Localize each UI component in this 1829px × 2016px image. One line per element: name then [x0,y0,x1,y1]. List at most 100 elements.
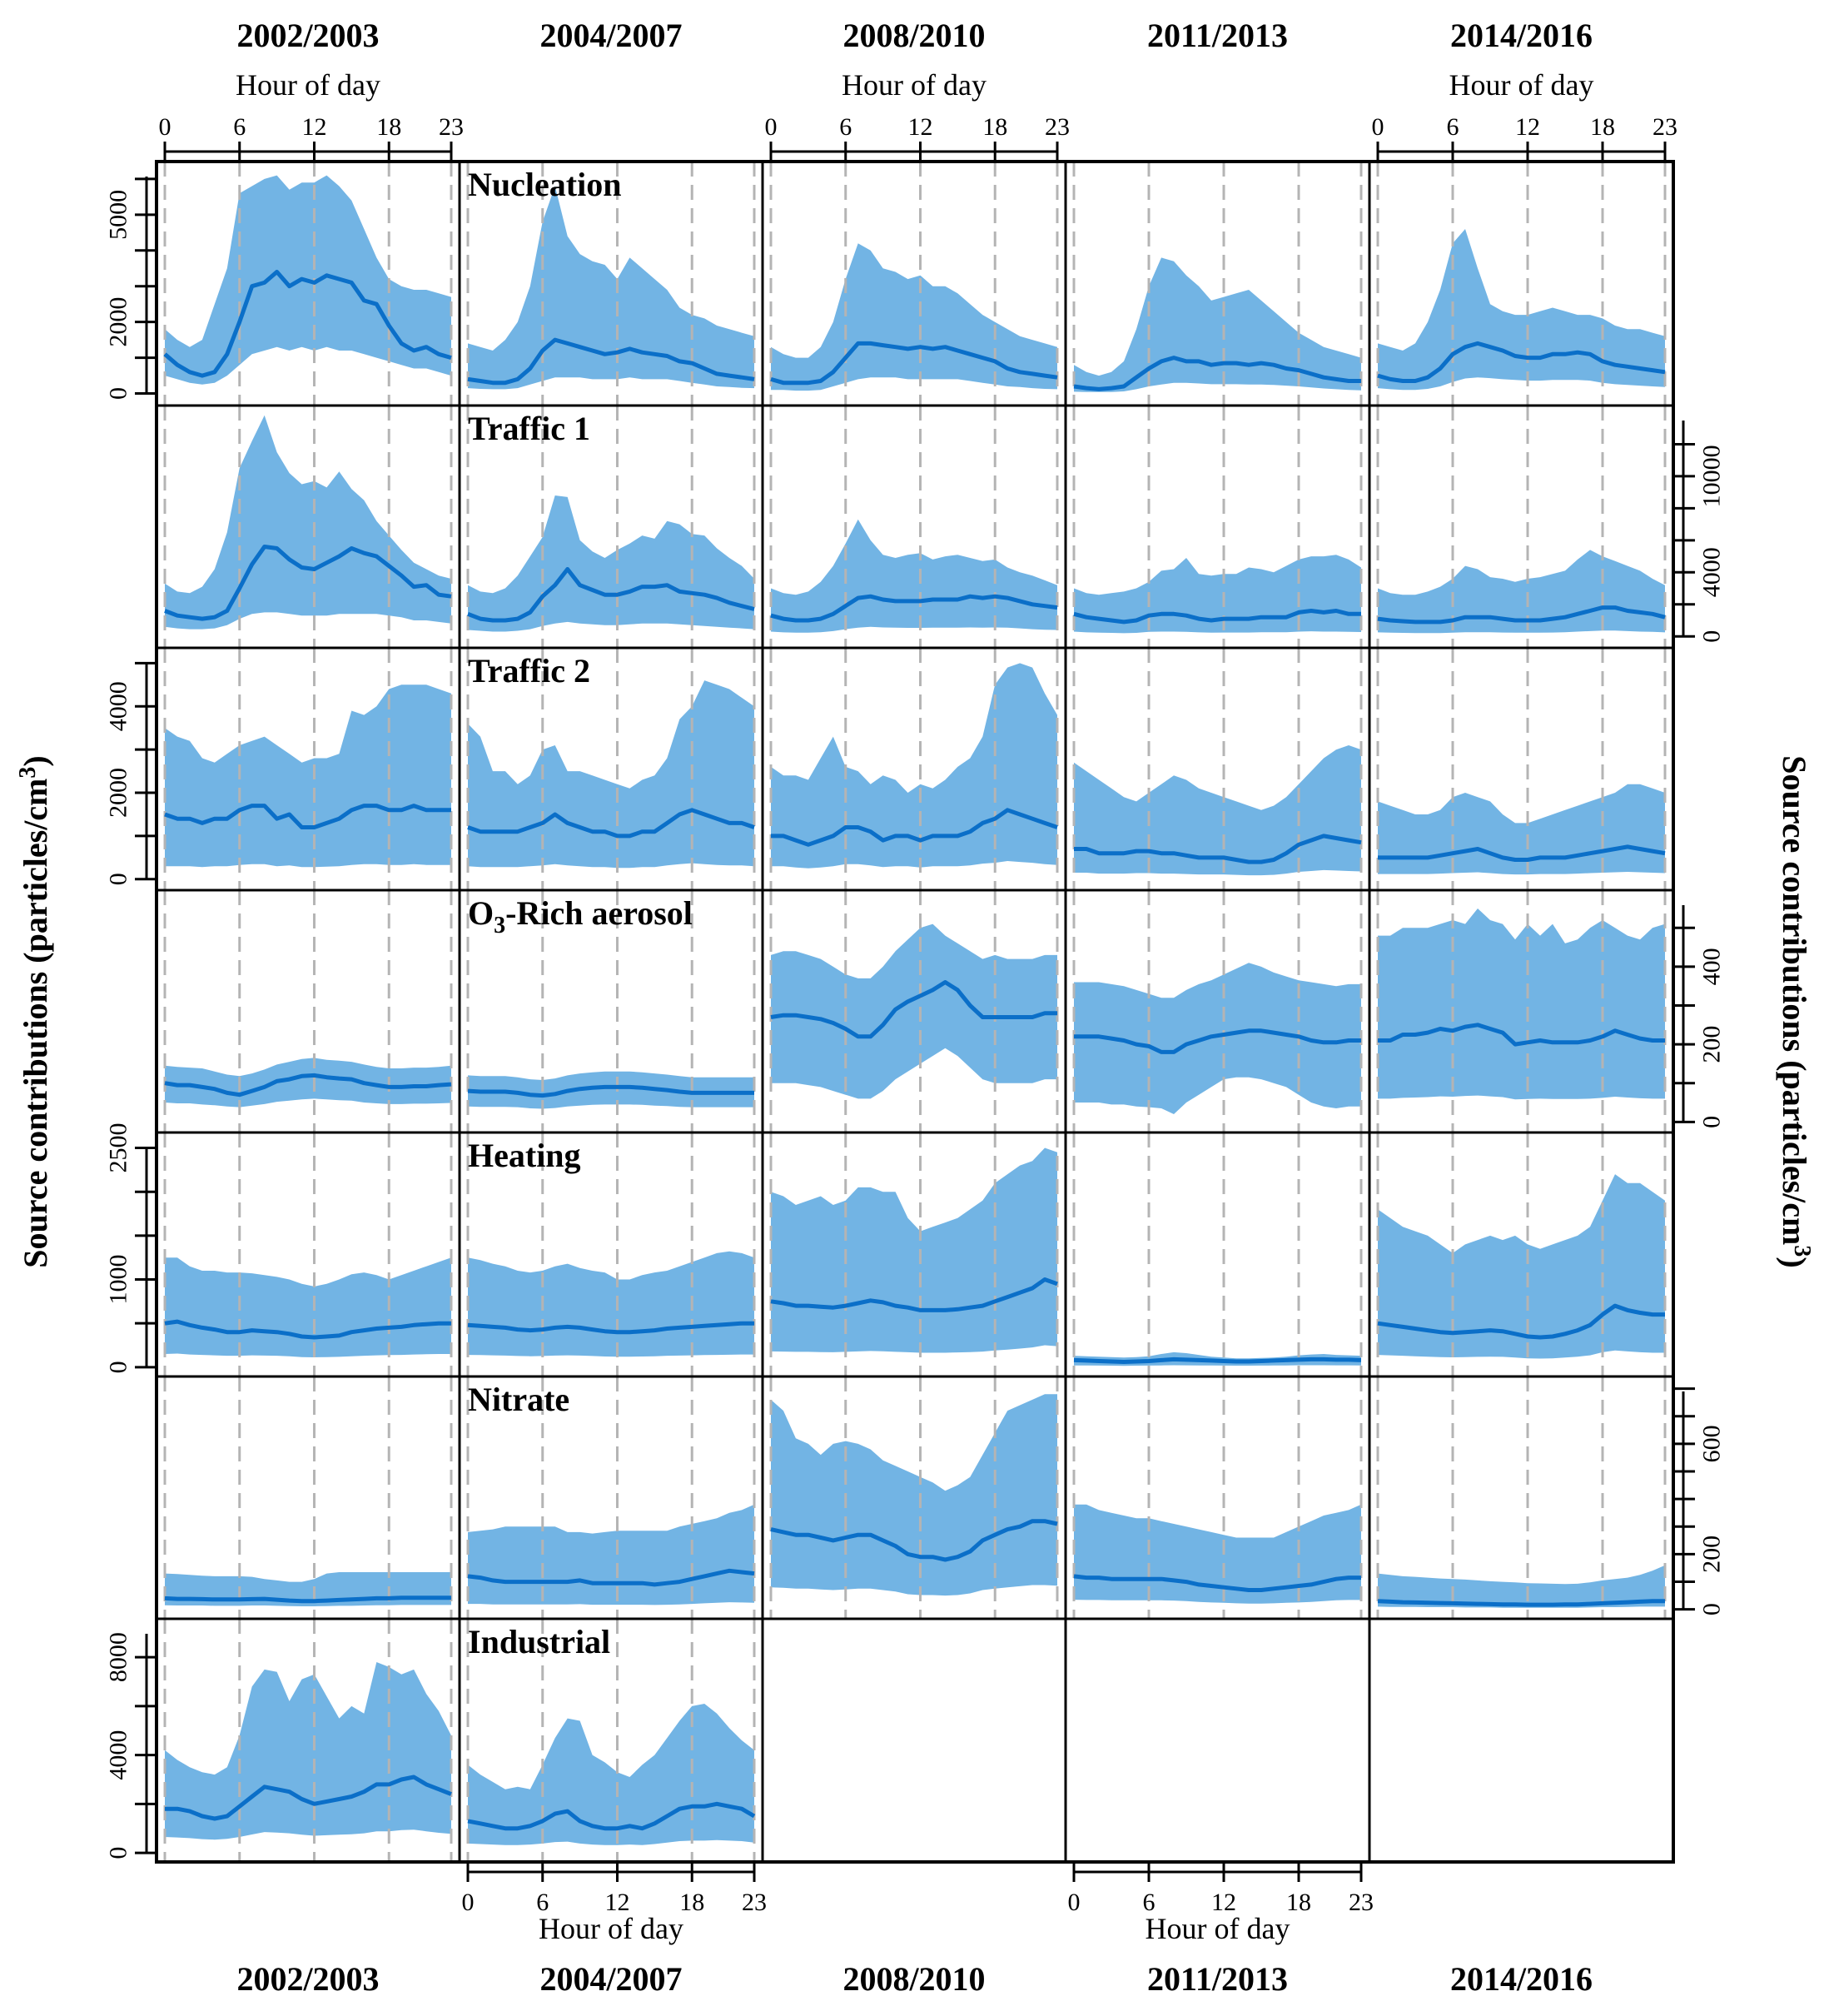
source-name: Industrial [468,1623,610,1660]
axes-layer [135,142,1695,1882]
x-tick-label-3-4: 23 [1349,1889,1374,1916]
y-axis-title-right: Source contributions (particles/cm3) [1776,755,1815,1267]
mean-line-1-1 [467,567,755,623]
outer-frame [155,160,1675,1864]
period-title-top-0: 2002/2003 [236,17,379,54]
y-tick-label-0-0: 0 [105,387,132,400]
y-tick-label-2-2: 4000 [105,681,132,731]
period-title-top-4: 2014/2016 [1450,17,1593,54]
y-axis-title-left: Source contributions (particles/cm3) [15,755,54,1267]
x-tick-label-1-0: 0 [462,1889,475,1916]
period-title-bottom-0: 2002/2003 [236,1960,379,1998]
text-layer: Nucleation Traffic 1 Traffic 2 O3-Rich aero… [15,17,1815,1998]
mean-line-5-3 [1073,1574,1361,1592]
y-tick-label-5-2: 600 [1698,1425,1726,1462]
band-3-3 [1074,963,1361,1114]
y-tick-label-5-0: 0 [1698,1603,1726,1615]
x-tick-label-4-3: 18 [1590,113,1615,141]
source-label-2: Traffic 2 [468,652,590,689]
x-tick-label-4-0: 0 [1372,113,1384,141]
period-title-top-2: 2008/2010 [842,17,985,54]
mean-line-2-4 [1378,844,1666,862]
y-title-close: ) [17,755,54,766]
y-tick-label-0-2: 5000 [105,190,132,240]
x-tick-label-1-1: 6 [536,1889,549,1916]
mean-line-5-2 [770,1519,1058,1562]
period-title-top-3: 2011/2013 [1147,17,1288,54]
y-tick-label-6-0: 0 [105,1847,132,1859]
panel-frame-6-2 [761,1617,1067,1864]
x-axis-title-4: Hour of day [1449,68,1594,102]
x-tick-label-0-0: 0 [159,113,171,141]
x-tick-label-1-2: 12 [604,1889,629,1916]
y-title-main: Source contributions (particles/cm [1776,755,1813,1245]
y-tick-label-2-0: 0 [105,873,132,885]
band-4-1 [468,1251,754,1357]
x-tick-label-0-3: 18 [376,113,401,141]
grid-layer [163,162,1667,1862]
mean-line-3-0 [164,1073,452,1098]
band-5-1 [468,1504,754,1605]
mean-line-3-2 [770,980,1057,1039]
mean-lines-layer [163,270,1666,1831]
source-label-4: Heating [468,1137,581,1174]
x-tick-label-0-1: 6 [233,113,246,141]
mean-line-2-1 [467,808,755,839]
mean-line-4-3 [1073,1356,1362,1364]
x-axis-title-1: Hour of day [539,1912,683,1945]
source-label-0: Nucleation [468,166,621,203]
x-tick-label-2-3: 18 [982,113,1007,141]
mean-line-4-2 [770,1277,1058,1312]
y-tick-label-6-1: 4000 [105,1730,132,1780]
mean-line-4-1 [467,1321,754,1335]
source-name: Nucleation [468,166,621,203]
band-0-4 [1378,229,1665,391]
mean-line-2-0 [164,804,451,829]
band-3-2 [771,923,1057,1099]
y-tick-label-4-0: 0 [105,1361,132,1373]
x-tick-label-1-4: 23 [742,1889,767,1916]
x-tick-label-0-4: 23 [439,113,464,141]
band-1-4 [1378,550,1665,634]
band-1-0 [165,415,451,630]
band-6-0 [165,1662,451,1840]
x-tick-label-3-1: 6 [1143,1889,1156,1916]
x-tick-label-3-0: 0 [1068,1889,1081,1916]
y-tick-label-3-2: 400 [1698,948,1726,985]
y-title-main: Source contributions (particles/cm [17,779,54,1268]
x-axis-title-2: Hour of day [842,68,987,102]
mean-line-0-3 [1073,356,1361,391]
x-tick-label-1-3: 18 [679,1889,704,1916]
y-tick-label-1-0: 0 [1698,630,1726,643]
y-tick-label-2-1: 2000 [105,768,132,818]
mean-line-2-3 [1074,834,1362,864]
mean-line-0-1 [467,337,755,386]
source-label-1: Traffic 1 [468,410,590,447]
x-tick-label-4-4: 23 [1653,113,1677,141]
mean-line-5-4 [1377,1599,1665,1607]
y-tick-label-1-2: 10000 [1698,445,1726,507]
panel-frame-4-3 [1064,1131,1371,1378]
band-6-1 [468,1704,754,1845]
period-title-bottom-4: 2014/2016 [1450,1960,1593,1998]
source-label-3: O3-Rich aerosol [468,894,693,938]
y-tick-label-4-2: 2500 [105,1123,132,1173]
x-tick-label-2-4: 23 [1045,113,1070,141]
mean-line-5-0 [164,1595,451,1604]
x-tick-label-2-1: 6 [839,113,852,141]
mean-line-5-1 [467,1568,755,1587]
period-title-bottom-2: 2008/2010 [842,1960,985,1998]
source-name: Traffic 2 [468,652,590,689]
y-tick-label-3-1: 200 [1698,1026,1726,1063]
band-1-3 [1074,555,1361,634]
mean-line-0-4 [1377,341,1666,383]
x-axis-title-3: Hour of day [1146,1912,1290,1945]
x-tick-label-0-2: 12 [301,113,326,141]
source-name: O [468,894,494,932]
x-tick-label-2-0: 0 [765,113,778,141]
band-3-1 [468,1071,754,1109]
y-title-sup: 3 [15,767,41,779]
y-tick-label-4-1: 1000 [105,1255,132,1305]
period-title-top-1: 2004/2007 [539,17,682,54]
y-tick-label-3-0: 0 [1698,1116,1726,1128]
